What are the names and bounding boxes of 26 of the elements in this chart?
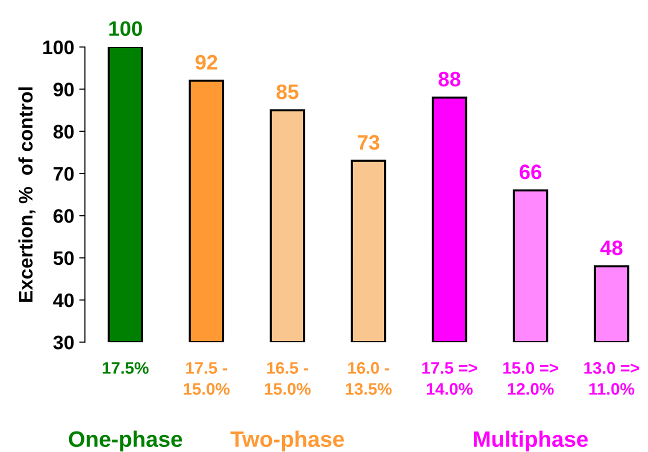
y-tick-label: 70 (54, 166, 74, 181)
data-label: 92 (196, 54, 218, 70)
y-tick-label: 30 (53, 336, 74, 350)
x-tick-label: 17.5% (102, 362, 149, 374)
y-tick-label: 40 (53, 293, 74, 308)
x-tick-label: 15.0 => 12.0% (503, 362, 558, 395)
text: Two-phase (230, 430, 344, 452)
text: One-phase (68, 430, 182, 452)
y-tick-label: 100 (43, 40, 74, 54)
data-label: 85 (276, 84, 298, 100)
x-tick-label: 16.5 - 15.0% (264, 362, 311, 395)
x-tick-label: 13.0 => 11.0% (584, 362, 640, 395)
y-tick-label: 80 (53, 124, 74, 139)
data-label: 73 (358, 135, 380, 150)
x-tick-label: 16.0 - 13.5% (346, 362, 392, 395)
y-axis-title: Excertion, % of control (18, 87, 36, 302)
y-tick-label: 60 (54, 209, 74, 223)
x-tick-label: 17.5 => 14.0% (422, 362, 478, 395)
text: Multiphase (474, 430, 588, 452)
data-label: 88 (438, 72, 460, 87)
data-label: 48 (600, 240, 622, 256)
data-label: 66 (520, 164, 542, 180)
data-label: 100 (109, 21, 142, 36)
y-tick-label: 90 (54, 82, 74, 96)
x-tick-label: 17.5 - 15.0% (184, 362, 230, 395)
y-tick-label: 50 (53, 251, 74, 266)
